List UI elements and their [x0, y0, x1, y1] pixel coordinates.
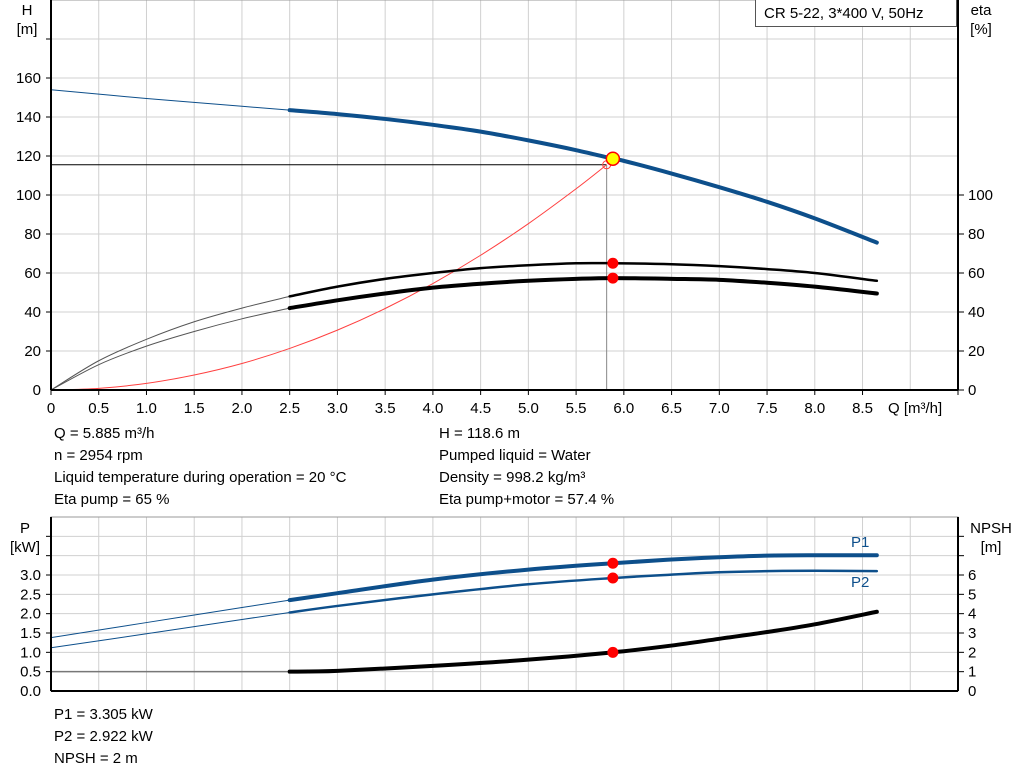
eta-pump-curve-thin	[50, 295, 290, 391]
x-tick-label: 4.5	[470, 400, 491, 417]
eta-tick-label: 80	[968, 226, 985, 243]
info-speed: n = 2954 rpm	[54, 447, 143, 464]
eta-pump-curve	[288, 261, 879, 298]
p-tick-label: 1.5	[20, 625, 41, 642]
h-tick-label: 0	[33, 382, 41, 399]
x-tick-label: 0.5	[88, 400, 109, 417]
p1-series-label: P1	[851, 534, 869, 551]
npsh-tick-label: 1	[968, 664, 976, 681]
npsh-tick-label: 0	[968, 683, 976, 700]
p1-curve	[287, 553, 879, 603]
bottom-marker	[607, 646, 619, 658]
h-tick-label: 20	[24, 343, 41, 360]
npsh-tick-label: 3	[968, 625, 976, 642]
npsh-tick-label: 2	[968, 644, 976, 661]
eta-axis-name: eta	[971, 2, 993, 19]
npsh-tick-label: 4	[968, 606, 976, 623]
x-tick-label: 1.5	[184, 400, 205, 417]
npsh-curve	[287, 609, 879, 674]
plot-frame-bottom	[50, 516, 959, 692]
eta-tick-label: 40	[968, 304, 985, 321]
x-tick-label: 2.5	[279, 400, 300, 417]
duty-point-marker	[605, 151, 621, 166]
x-tick-label: 8.5	[852, 400, 873, 417]
x-tick-label: 6.0	[613, 400, 634, 417]
info-liquid: Pumped liquid = Water	[439, 447, 591, 464]
info-p2: P2 = 2.922 kW	[54, 728, 153, 745]
info-npsh: NPSH = 2 m	[54, 750, 138, 767]
grid-bottom	[50, 516, 959, 692]
grid-top	[50, 0, 959, 391]
system-curve	[50, 164, 607, 391]
x-tick-label: 7.5	[757, 400, 778, 417]
h-axis-name: H	[22, 2, 33, 19]
p-tick-label: 1.0	[20, 644, 41, 661]
bottom-marker	[607, 557, 619, 569]
eta-pump-motor-curve-thin	[50, 307, 290, 391]
eta-tick-label: 20	[968, 343, 985, 360]
info-right: H = 118.6 m Pumped liquid = Water Densit…	[439, 423, 614, 511]
info-p1: P1 = 3.305 kW	[54, 706, 153, 723]
h-tick-label: 160	[16, 70, 41, 87]
x-tick-label: 5.5	[566, 400, 587, 417]
h-tick-label: 140	[16, 109, 41, 126]
x-tick-label: 5.0	[518, 400, 539, 417]
eta-tick-label: 0	[968, 382, 976, 399]
q-axis-label: Q [m³/h]	[888, 400, 942, 417]
h-tick-label: 120	[16, 148, 41, 165]
bottom-marker	[607, 572, 619, 584]
info-head: H = 118.6 m	[439, 425, 521, 442]
p-axis-unit: [kW]	[10, 539, 40, 556]
x-tick-label: 1.0	[136, 400, 157, 417]
eta-tick-label: 100	[968, 187, 993, 204]
eta-marker	[607, 272, 619, 284]
x-tick-label: 6.5	[661, 400, 682, 417]
p2-curve	[288, 569, 879, 614]
h-tick-label: 40	[24, 304, 41, 321]
axes: 0 0.5 1.0 1.5 2.0 2.5 3.0 3.5 4.0 4.5 5.0 5.5 6.0 6.5…	[16, 0, 993, 700]
p-tick-label: 0.0	[20, 683, 41, 700]
info-bottom: P1 = 3.305 kW P2 = 2.922 kW NPSH = 2 m	[54, 704, 153, 770]
chart-title: CR 5-22, 3*400 V, 50Hz	[755, 0, 957, 27]
chart-marks	[50, 89, 879, 674]
p-tick-label: 0.5	[20, 664, 41, 681]
p2-curve-thin	[50, 612, 290, 649]
eta-marker	[607, 257, 619, 269]
p-tick-label: 2.5	[20, 586, 41, 603]
p2-series-label: P2	[851, 574, 869, 591]
x-tick-label: 8.0	[804, 400, 825, 417]
h-tick-label: 100	[16, 187, 41, 204]
info-left: Q = 5.885 m³/h n = 2954 rpm Liquid tempe…	[54, 423, 346, 511]
x-tick-label: 2.0	[232, 400, 253, 417]
p-axis-name: P	[20, 520, 30, 537]
x-tick-label: 3.0	[327, 400, 348, 417]
p-tick-label: 2.0	[20, 606, 41, 623]
eta-tick-label: 60	[968, 265, 985, 282]
x-tick-label: 7.0	[709, 400, 730, 417]
npsh-tick-label: 5	[968, 586, 976, 603]
info-eta-pump: Eta pump = 65 %	[54, 491, 170, 508]
eta-pump-motor-curve	[287, 276, 879, 311]
p-tick-label: 3.0	[20, 567, 41, 584]
eta-axis-unit: [%]	[970, 21, 992, 38]
x-tick-label: 0	[47, 400, 55, 417]
npsh-axis-unit: [m]	[981, 539, 1002, 556]
info-eta-pump-motor: Eta pump+motor = 57.4 %	[439, 491, 615, 508]
info-flow: Q = 5.885 m³/h	[54, 425, 155, 442]
h-tick-label: 60	[24, 265, 41, 282]
info-density: Density = 998.2 kg/m³	[439, 469, 586, 486]
head-curve	[287, 108, 879, 245]
head-curve-thin	[50, 89, 290, 111]
h-axis-unit: [m]	[17, 21, 38, 38]
npsh-axis-name: NPSH	[970, 520, 1012, 537]
x-tick-label: 4.0	[422, 400, 443, 417]
info-temperature: Liquid temperature during operation = 20…	[54, 469, 347, 486]
h-tick-label: 80	[24, 226, 41, 243]
npsh-tick-label: 6	[968, 567, 976, 584]
x-tick-label: 3.5	[375, 400, 396, 417]
p1-curve-thin	[50, 599, 290, 639]
